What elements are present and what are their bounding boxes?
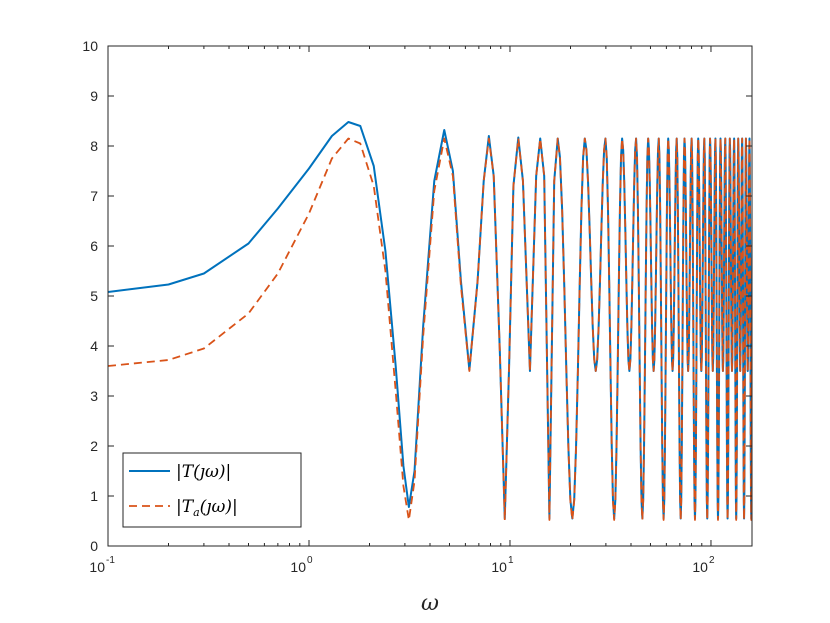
x-tick-label-exponent: 0 [307, 555, 313, 566]
x-tick-label-base: 10 [692, 559, 708, 575]
x-tick-label-exponent: -1 [106, 555, 115, 566]
series-layer [108, 121, 752, 521]
legend-box [122, 452, 302, 528]
y-tick-label: 7 [90, 188, 98, 204]
y-tick-label: 0 [90, 538, 98, 554]
y-tick-label: 1 [90, 488, 98, 504]
x-tick-label-exponent: 1 [508, 555, 514, 566]
x-axis-label: ω [421, 591, 439, 616]
x-tick-label: 10 1 [491, 555, 514, 575]
legend-label-1: |T(ȷω)| [176, 462, 231, 482]
legend: |T(ȷω)| |Ta(ȷω)| [122, 452, 302, 528]
y-tick-label: 8 [90, 138, 98, 154]
x-tick-label: 10 2 [692, 555, 715, 575]
y-tick-label: 2 [90, 438, 98, 454]
x-tick-label-base: 10 [491, 559, 507, 575]
x-tick-label: 10 0 [290, 555, 313, 575]
x-tick-label-exponent: 2 [709, 555, 715, 566]
x-tick-label-base: 10 [89, 559, 105, 575]
x-tick-label-base: 10 [290, 559, 306, 575]
y-tick-label: 3 [90, 388, 98, 404]
series-line-2 [108, 137, 752, 521]
y-tick-label: 5 [90, 288, 98, 304]
y-tick-label: 10 [82, 38, 98, 54]
legend-label-2: |Ta(ȷω)| [176, 497, 238, 519]
y-tick-label: 4 [90, 338, 98, 354]
y-tick-label: 6 [90, 238, 98, 254]
y-tick-label: 9 [90, 88, 98, 104]
x-tick-label: 10 -1 [89, 555, 115, 575]
